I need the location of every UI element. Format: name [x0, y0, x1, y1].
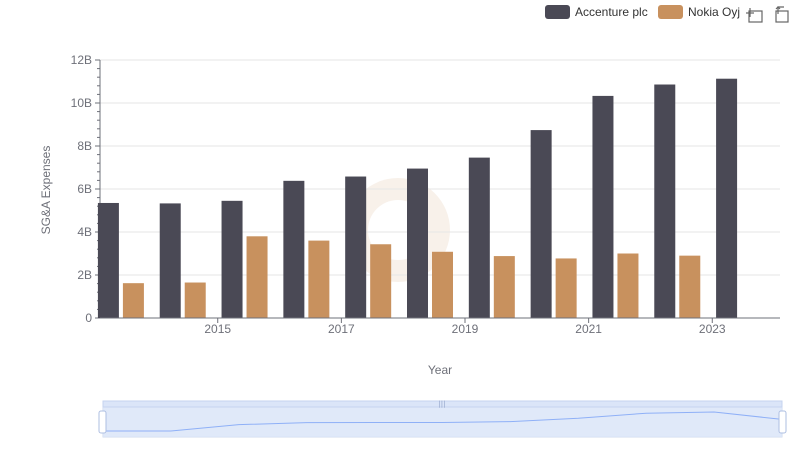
bar-nokia[interactable]: [308, 240, 330, 318]
data-zoom-preview-line: [102, 411, 783, 432]
restore-icon[interactable]: [775, 6, 789, 23]
y-tick-label: 12B: [71, 53, 92, 67]
x-tick-label: 2019: [452, 322, 479, 336]
y-tick-label: 6B: [77, 182, 92, 196]
bar-accenture[interactable]: [716, 78, 738, 318]
x-tick-label: 2023: [699, 322, 726, 336]
x-tick-label: 2021: [575, 322, 602, 336]
bar-accenture[interactable]: [468, 157, 490, 318]
legend-label-nokia: Nokia Oyj: [688, 5, 740, 19]
data-zoom-handle-right[interactable]: [778, 410, 787, 434]
x-axis: 2015 2017 2019 2021 2023: [100, 317, 780, 336]
y-tick-label: 2B: [77, 268, 92, 282]
legend[interactable]: Accenture plc Nokia Oyj: [545, 5, 740, 19]
x-tick-label: 2017: [328, 322, 355, 336]
bar-accenture[interactable]: [159, 203, 181, 318]
bar-accenture[interactable]: [654, 84, 676, 318]
bar-accenture[interactable]: [592, 95, 614, 318]
y-tick-label: 4B: [77, 225, 92, 239]
x-axis-title: Year: [428, 363, 452, 377]
bar-accenture[interactable]: [345, 176, 367, 318]
bar-nokia[interactable]: [555, 258, 577, 318]
data-zoom-slider[interactable]: |||: [98, 400, 787, 438]
x-tick-label: 2015: [204, 322, 231, 336]
bars: [97, 78, 738, 319]
data-zoom-grip[interactable]: |||: [438, 400, 445, 408]
y-axis-title: SG&A Expenses: [39, 146, 53, 235]
legend-item-accenture[interactable]: Accenture plc: [545, 5, 648, 19]
bar-accenture[interactable]: [97, 202, 119, 318]
y-axis: 0 2B 4B 6B 8B 10B 12B: [71, 53, 101, 325]
bar-nokia[interactable]: [432, 251, 453, 318]
bar-accenture[interactable]: [221, 200, 243, 318]
data-zoom-top-bar[interactable]: [102, 400, 783, 408]
legend-swatch-accenture: [545, 5, 570, 19]
bar-nokia[interactable]: [617, 253, 639, 319]
legend-swatch-nokia: [658, 5, 683, 19]
legend-label-accenture: Accenture plc: [575, 5, 648, 19]
bar-nokia[interactable]: [493, 256, 515, 318]
bar-accenture[interactable]: [407, 168, 428, 318]
zoom-icon[interactable]: [746, 8, 763, 23]
legend-item-nokia[interactable]: Nokia Oyj: [658, 5, 740, 19]
bar-accenture[interactable]: [530, 130, 552, 318]
bar-nokia[interactable]: [370, 244, 392, 318]
bar-nokia[interactable]: [184, 282, 206, 318]
y-tick-label: 8B: [77, 139, 92, 153]
bar-nokia[interactable]: [679, 255, 701, 318]
y-tick-label: 0: [85, 311, 92, 325]
bar-nokia[interactable]: [122, 283, 144, 318]
data-zoom-selection[interactable]: [103, 406, 782, 437]
bar-nokia[interactable]: [246, 236, 268, 318]
bar-accenture[interactable]: [283, 180, 305, 318]
data-zoom-handle-left[interactable]: [98, 410, 107, 434]
y-tick-label: 10B: [71, 96, 92, 110]
